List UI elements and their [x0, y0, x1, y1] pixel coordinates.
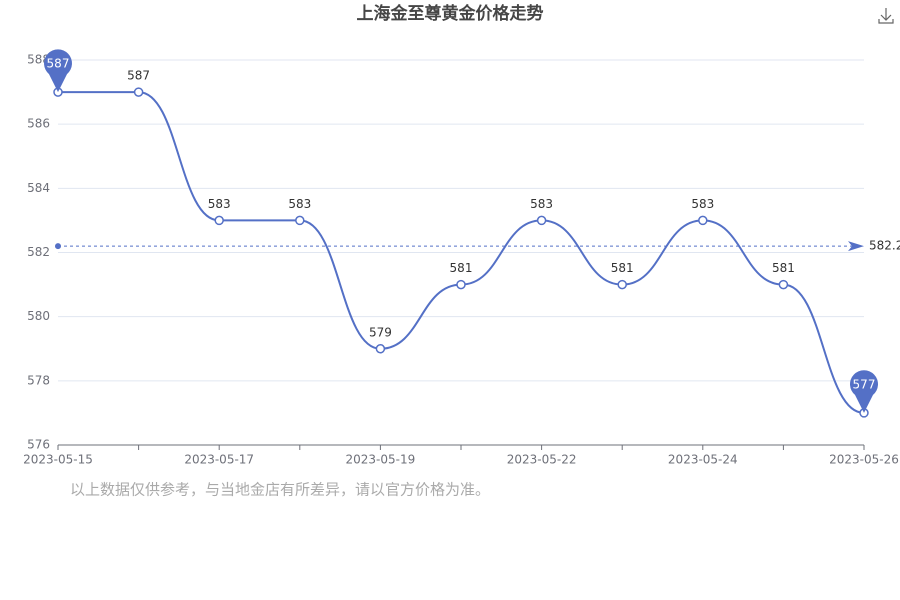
data-label: 583	[208, 197, 231, 211]
chart-title: 上海金至尊黄金价格走势	[357, 3, 544, 24]
data-label: 583	[530, 197, 553, 211]
data-label: 579	[369, 325, 392, 339]
x-tick-label: 2023-05-24	[668, 453, 738, 467]
y-tick-label: 576	[27, 438, 50, 452]
data-point	[375, 344, 386, 354]
average-start	[55, 243, 61, 250]
mark-pin-label: 587	[47, 57, 70, 71]
x-tick-label: 2023-05-26	[829, 453, 899, 467]
data-point	[698, 215, 708, 226]
footnote: 以上数据仅供参考，与当地金店有所差异，请以官方价格为准。	[70, 481, 490, 499]
y-tick-label: 584	[27, 181, 50, 195]
x-tick-label: 2023-05-19	[346, 453, 416, 467]
x-tick-label: 2023-05-22	[507, 453, 577, 467]
data-label: 587	[127, 69, 150, 83]
data-point	[214, 215, 224, 226]
y-tick-label: 578	[27, 373, 50, 387]
average-label: 582.2	[869, 239, 900, 253]
data-point	[536, 215, 547, 226]
mark-pin	[850, 370, 878, 413]
x-tick-label: 2023-05-17	[184, 453, 254, 467]
mark-pin	[44, 49, 73, 93]
data-label: 581	[450, 261, 473, 275]
data-point	[133, 87, 144, 97]
data-label: 581	[611, 261, 634, 275]
data-point	[295, 215, 305, 226]
data-label: 583	[288, 197, 311, 211]
data-point	[778, 279, 789, 290]
y-tick-label: 580	[27, 309, 50, 323]
data-point	[456, 279, 466, 290]
download-glyph[interactable]	[878, 8, 894, 24]
y-tick-label: 582	[27, 245, 50, 259]
mark-pin-label: 577	[853, 377, 876, 391]
x-tick-label: 2023-05-15	[23, 453, 93, 467]
data-label: 581	[772, 261, 795, 275]
download-icon[interactable]	[878, 8, 894, 24]
data-point	[617, 279, 627, 290]
series-line	[58, 91, 865, 414]
data-label: 583	[691, 197, 714, 211]
y-tick-label: 586	[27, 117, 50, 131]
average-arrow	[848, 241, 864, 252]
